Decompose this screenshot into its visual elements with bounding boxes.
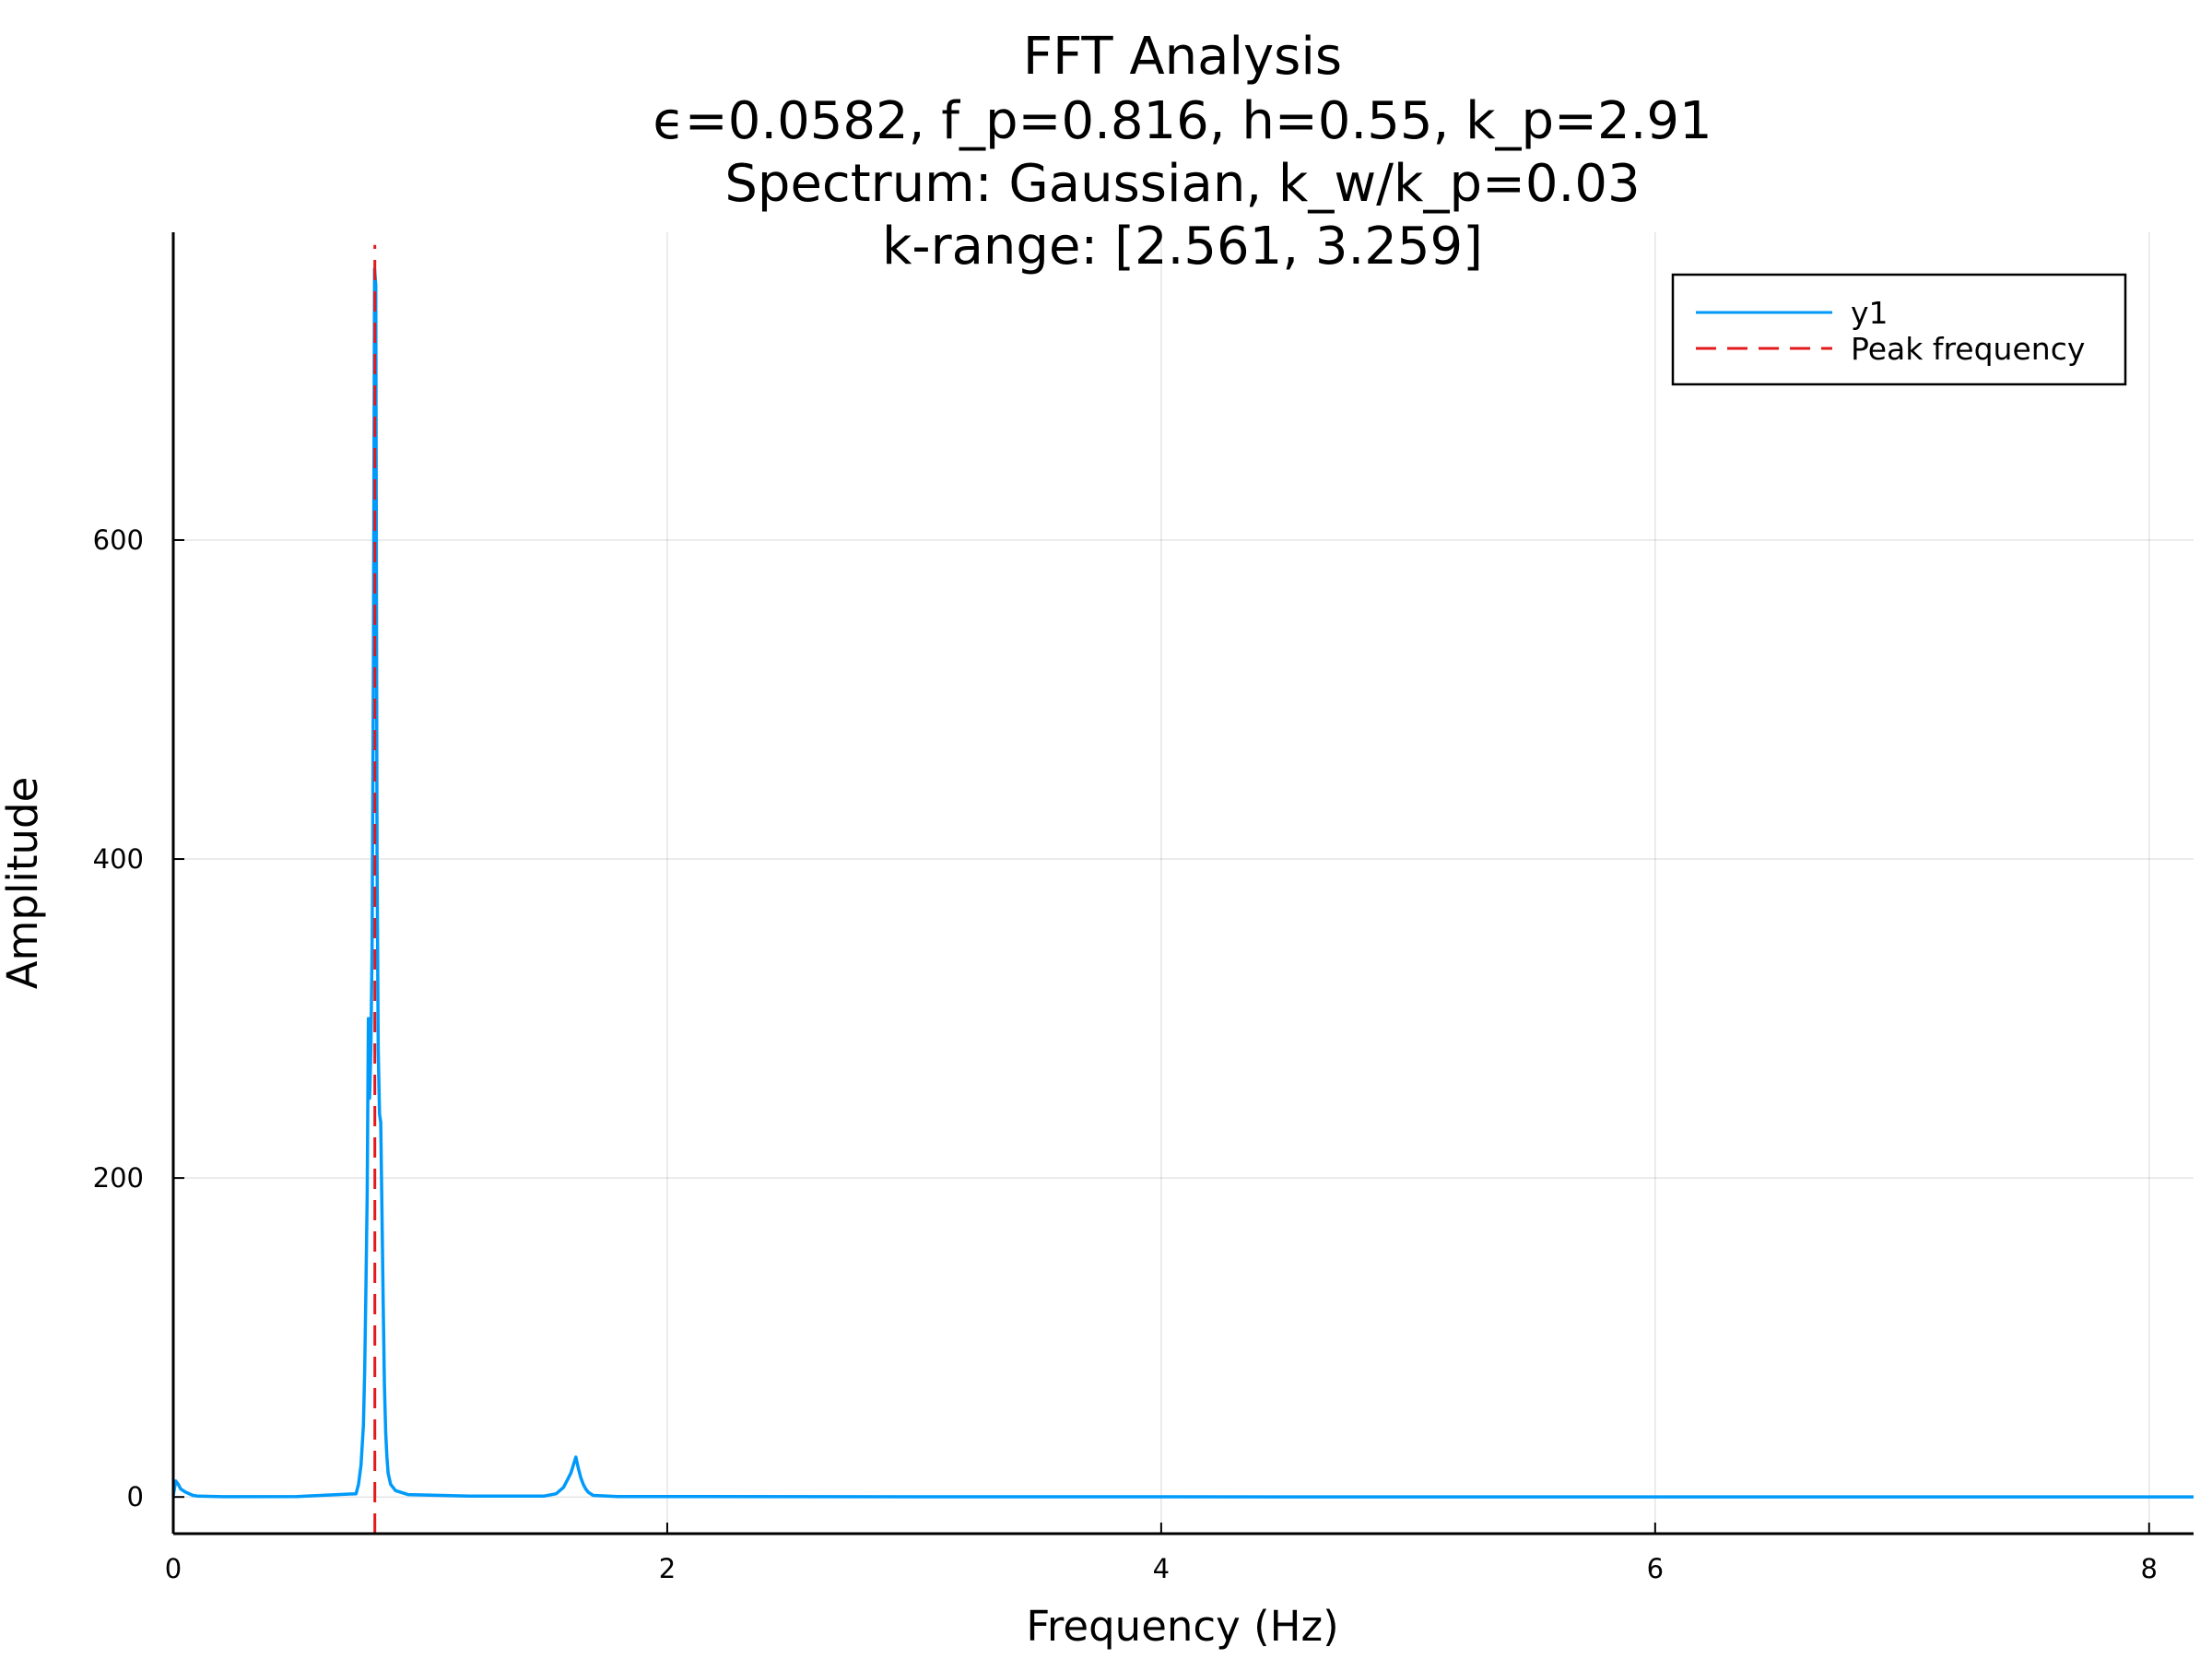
x-tick-label: 0 [165, 1553, 182, 1584]
legend: y1 Peak frequency [1671, 273, 2127, 386]
x-tick-label: 2 [659, 1553, 676, 1584]
y-tick-label: 200 [93, 1162, 144, 1194]
y-tick-label: 400 [93, 843, 144, 875]
series-layer [171, 244, 2194, 1534]
chart-title-line-1: FFT Analysis [1023, 27, 1342, 87]
y-tick-label: 0 [127, 1481, 144, 1512]
x-axis-title: Frequency (Hz) [1026, 1602, 1338, 1651]
y-axis-title: Amplitude [0, 777, 47, 990]
tick-layer: 0 2 4 6 8 0 200 400 600 [93, 524, 2158, 1584]
legend-label-peak-frequency: Peak frequency [1851, 331, 2085, 367]
legend-box [1671, 273, 2127, 386]
y-tick-label: 600 [93, 524, 144, 556]
legend-label-y1: y1 [1851, 295, 1888, 331]
series-y1-line [171, 267, 2194, 1499]
chart-title-line-4: k-range: [2.561, 3.259] [882, 217, 1483, 276]
chart-title-line-2: ϵ=0.0582, f_p=0.816, h=0.55, k_p=2.91 [653, 91, 1712, 151]
x-tick-label: 4 [1153, 1553, 1170, 1584]
x-tick-label: 6 [1647, 1553, 1664, 1584]
x-tick-label: 8 [2141, 1553, 2158, 1584]
chart-title-line-3: Spectrum: Gaussian, k_w/k_p=0.03 [724, 154, 1640, 214]
